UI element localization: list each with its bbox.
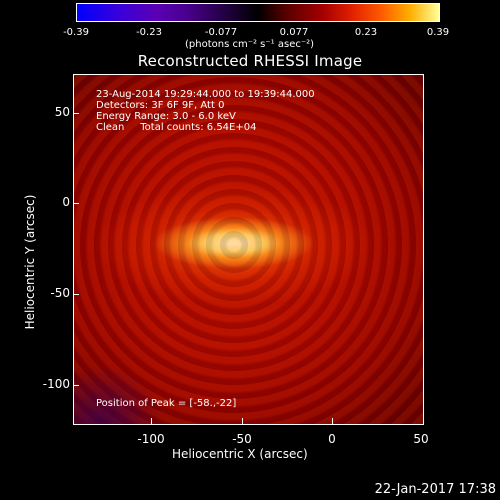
image-dark-region — [74, 364, 164, 424]
info-energy-range: Energy Range: 3.0 - 6.0 keV — [96, 111, 236, 122]
colorbar-tick: 0.23 — [354, 27, 378, 38]
y-tick-label: -50 — [50, 286, 70, 300]
x-tick-label: 50 — [413, 432, 429, 446]
y-tick-label: 0 — [62, 195, 70, 209]
x-tick-mark — [332, 418, 333, 424]
x-axis-label: Heliocentric X (arcsec) — [172, 447, 308, 461]
x-tick-label: 0 — [328, 432, 336, 446]
colorbar-tick: -0.39 — [63, 27, 89, 38]
y-tick-mark — [73, 385, 79, 386]
x-tick-label: -100 — [137, 432, 165, 446]
y-tick-mark — [73, 203, 79, 204]
colorbar-tick: -0.077 — [204, 27, 238, 38]
plot-title: Reconstructed RHESSI Image — [137, 52, 363, 70]
info-peak-position: Position of Peak = [-58.,-22] — [96, 398, 237, 409]
x-tick-mark — [151, 418, 152, 424]
y-tick-label: 50 — [54, 105, 70, 119]
colorbar — [76, 3, 440, 22]
colorbar-units: (photons cm⁻² s⁻¹ asec⁻²) — [185, 39, 315, 50]
y-axis-label: Heliocentric Y (arcsec) — [23, 194, 37, 330]
rhessi-image — [73, 74, 424, 425]
colorbar-tick: 0.39 — [426, 27, 450, 38]
colorbar-tick: -0.23 — [136, 27, 162, 38]
timestamp: 22-Jan-2017 17:38 — [374, 482, 496, 497]
info-time-range: 23-Aug-2014 19:29:44.000 to 19:39:44.000 — [96, 89, 315, 100]
y-tick-label: -100 — [42, 377, 70, 391]
info-detectors: Detectors: 3F 6F 9F, Att 0 — [96, 100, 225, 111]
y-tick-mark — [73, 113, 79, 114]
colorbar-tick: 0.077 — [279, 27, 309, 38]
info-total-counts: Clean Total counts: 6.54E+04 — [96, 122, 257, 133]
y-tick-mark — [73, 294, 79, 295]
x-tick-mark — [242, 418, 243, 424]
x-tick-label: -50 — [232, 432, 252, 446]
